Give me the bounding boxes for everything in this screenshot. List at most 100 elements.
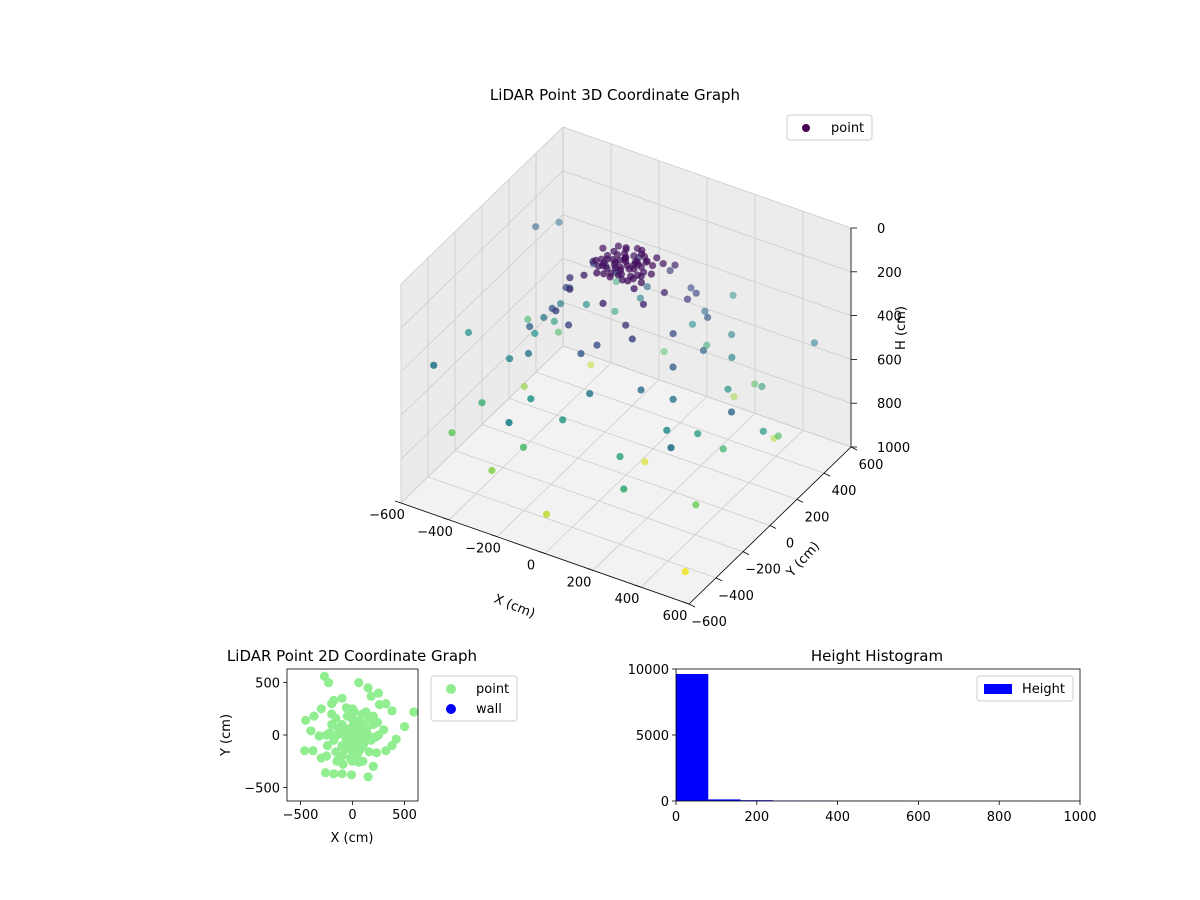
grid-y-floor xyxy=(508,397,798,500)
tick-z-label: 400 xyxy=(877,310,902,325)
grid-z-back xyxy=(562,301,852,404)
point-2d-point xyxy=(322,740,333,751)
point-3d xyxy=(448,429,456,437)
tick-z-label: 1000 xyxy=(877,441,910,456)
tick-z-label: 800 xyxy=(877,397,902,412)
point-3d xyxy=(643,283,651,291)
point-2d-point xyxy=(320,768,331,778)
point-3d xyxy=(540,313,548,322)
grid-z-back xyxy=(562,214,852,316)
chart-3d-zlabel: H (cm) xyxy=(894,306,909,350)
point-3d xyxy=(557,300,565,308)
point-3d xyxy=(758,382,766,391)
point-3d xyxy=(611,307,619,315)
point-3d xyxy=(692,501,700,509)
point-2d-point xyxy=(308,746,318,756)
point-3d xyxy=(614,271,623,279)
point-3d xyxy=(620,485,628,493)
chart-histogram: Height Histogram 0 200 400 600 800 1000 10000 5… xyxy=(628,647,1097,825)
tick-y-label: 400 xyxy=(832,484,857,499)
point-2d-point xyxy=(321,751,332,761)
point-3d xyxy=(810,339,819,347)
point-3d xyxy=(593,341,601,349)
point-2d-point xyxy=(363,772,373,782)
point-3d xyxy=(728,331,736,339)
point-3d xyxy=(719,445,727,453)
point-3d xyxy=(641,458,649,466)
point-3d xyxy=(599,299,607,307)
point-3d xyxy=(637,386,645,394)
point-3d xyxy=(520,382,528,391)
legend-hist-frame xyxy=(976,675,1074,702)
point-3d xyxy=(531,329,539,338)
chart-3d: LiDAR Point 3D Coordinate Graph −600 −400… xyxy=(369,86,910,630)
point-2d-point xyxy=(353,749,363,759)
chart-3d-xlabel: X (cm) xyxy=(492,592,537,622)
point-2d-point xyxy=(336,722,346,732)
point-2d-point xyxy=(306,726,316,736)
point-2d-point xyxy=(399,722,410,732)
point-3d xyxy=(582,300,591,309)
point-3d xyxy=(774,432,782,440)
point-2d-point xyxy=(321,730,332,740)
legend-2d-wall-label: wall xyxy=(476,702,502,717)
grid-z-left xyxy=(400,214,564,372)
chart-2d-title: LiDAR Point 2D Coordinate Graph xyxy=(227,647,477,665)
tick-y-mark xyxy=(796,498,804,503)
point-3d xyxy=(577,350,585,358)
point-3d xyxy=(643,257,651,265)
grid-z-back xyxy=(562,170,852,273)
tick-z-label: 600 xyxy=(877,353,902,368)
tick-2d-y-label: 500 xyxy=(255,677,280,692)
point-2d-point xyxy=(338,759,348,769)
point-2d-point xyxy=(342,711,352,721)
point-2d-point xyxy=(361,707,371,717)
point-3d xyxy=(681,568,689,576)
point-3d xyxy=(580,271,588,279)
tick-hist-x-label: 1000 xyxy=(1063,810,1096,825)
grid-z-back xyxy=(562,126,852,229)
point-2d-point xyxy=(364,747,374,757)
point-2d-point xyxy=(329,769,339,779)
point-3d xyxy=(669,395,677,403)
tick-y-mark xyxy=(742,551,750,556)
tick-x-label: −600 xyxy=(369,508,405,523)
point-3d xyxy=(550,317,558,325)
point-3d xyxy=(701,307,709,315)
chart-hist-legend: Height xyxy=(976,675,1074,702)
point-3d xyxy=(669,363,677,371)
point-3d xyxy=(524,315,532,323)
point-3d xyxy=(727,408,736,416)
point-3d xyxy=(552,307,560,315)
tick-y-label: 600 xyxy=(859,458,884,473)
grid-z-back xyxy=(562,345,852,448)
grid-z-left xyxy=(400,258,564,416)
tick-x-label: −200 xyxy=(465,542,501,557)
point-2d-point xyxy=(309,711,319,721)
point-2d-point xyxy=(329,735,339,745)
chart-2d-ylabel: Y (cm) xyxy=(219,714,234,757)
tick-y-label: −400 xyxy=(718,589,754,604)
point-3d xyxy=(687,284,695,292)
point-3d xyxy=(692,289,700,297)
point-2d-point xyxy=(373,730,384,740)
point-3d xyxy=(598,261,607,269)
2d-points xyxy=(300,671,419,782)
tick-y-label: −200 xyxy=(745,563,781,578)
point-3d xyxy=(724,385,732,393)
point-3d xyxy=(554,328,563,336)
point-3d xyxy=(699,346,708,355)
point-3d xyxy=(639,300,648,308)
point-3d xyxy=(616,453,624,461)
point-3d xyxy=(593,269,601,277)
legend-3d-frame xyxy=(786,114,873,141)
grid-y-floor xyxy=(535,371,825,474)
tick-x-label: −400 xyxy=(417,525,453,540)
point-3d xyxy=(660,348,668,356)
point-2d-point xyxy=(341,703,351,713)
hist-bar xyxy=(708,799,741,801)
point-3d xyxy=(648,262,657,270)
tick-hist-x-label: 200 xyxy=(744,810,769,825)
tick-y-mark xyxy=(823,472,831,477)
